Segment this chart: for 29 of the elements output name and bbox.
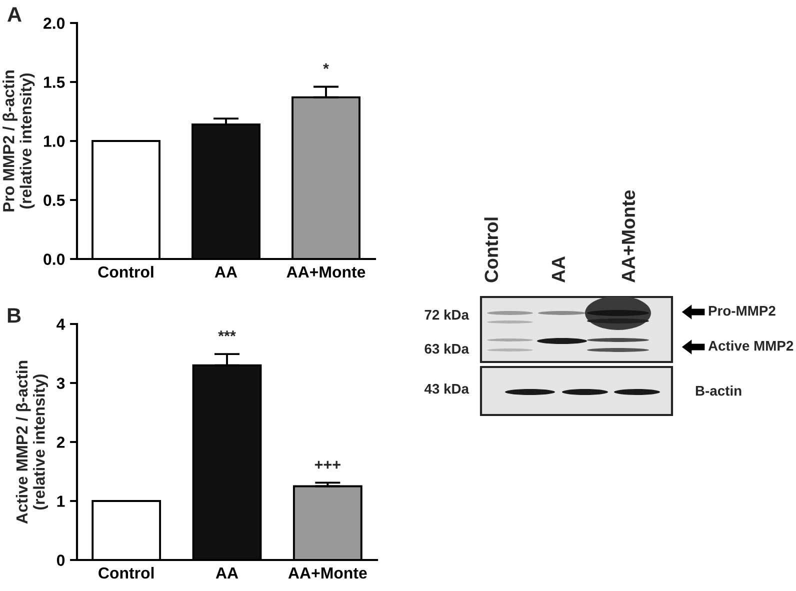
y-tick-label: 1 <box>57 496 65 507</box>
x-tick-label: AA <box>214 266 238 278</box>
x-tick-label: Control <box>98 266 154 278</box>
annotation: * <box>323 63 329 69</box>
x-tick-label: Control <box>98 566 154 579</box>
y-tick-label: 2 <box>56 436 65 448</box>
y-tick-label: 3 <box>56 378 65 389</box>
chart-title: B <box>8 308 21 323</box>
y-axis-title: Active MMP2 / β-actin (relative intensity) <box>16 360 48 524</box>
x-tick-label: AA+Monte <box>286 266 366 278</box>
x-tick-label: AA <box>216 568 238 579</box>
text: 72 kDa <box>424 310 470 320</box>
text: Pro-MMP2 <box>708 306 776 316</box>
text: 63 kDa <box>424 344 470 354</box>
y-tick-label: 2.0 <box>44 18 65 29</box>
y-tick-label: 1.0 <box>44 136 65 147</box>
text: 43 kDa <box>424 384 470 394</box>
x-tick-label: AA+Monte <box>288 568 367 579</box>
chart-title: A <box>7 7 22 22</box>
annotation: +++ <box>314 460 340 469</box>
text: Active MMP2 <box>708 340 794 351</box>
y-tick-label: 1.5 <box>44 76 65 88</box>
text: B-actin <box>696 386 742 396</box>
annotation: *** <box>218 330 236 336</box>
y-tick-label: 4 <box>56 318 66 330</box>
y-tick-label: 0 <box>56 554 65 566</box>
y-tick-label: 0.5 <box>44 194 65 206</box>
y-axis-title: Pro MMP2 / β-actin (relative intensity) <box>2 70 35 212</box>
y-tick-label: 0.0 <box>44 254 65 265</box>
